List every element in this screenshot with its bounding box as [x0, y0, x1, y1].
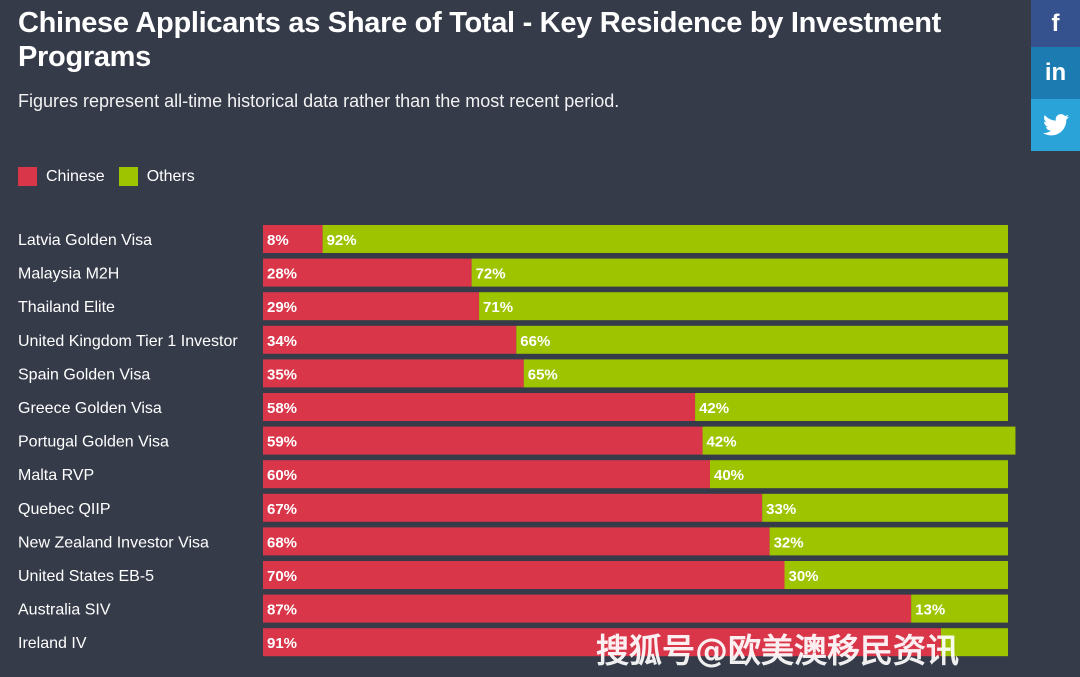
- bar-others-latvia-golden-visa: [322, 225, 1009, 253]
- linkedin-share-button[interactable]: in: [1031, 47, 1080, 99]
- legend-label-others: Others: [146, 167, 195, 185]
- data-label-chinese-latvia-golden-visa: 8%: [267, 232, 289, 249]
- bar-others-australia-siv: [911, 594, 1008, 623]
- bar-others-spain-golden-visa: [523, 359, 1008, 388]
- bar-others-malaysia-m2h: [471, 258, 1009, 287]
- category-label-malta-rvp: Malta RVP: [18, 467, 94, 484]
- bar-chinese-quebec-qiip: [263, 493, 763, 522]
- legend-item-others[interactable]: Others: [118, 167, 195, 186]
- data-label-others-portugal-golden-visa: 42%: [707, 434, 737, 451]
- data-label-chinese-malta-rvp: 60%: [267, 467, 297, 484]
- legend: Chinese Others: [18, 167, 209, 186]
- bar-chinese-australia-siv: [263, 594, 912, 623]
- legend-item-chinese[interactable]: Chinese: [18, 167, 105, 186]
- category-label-spain-golden-visa: Spain Golden Visa: [18, 366, 150, 383]
- data-label-chinese-malaysia-m2h: 28%: [267, 266, 297, 283]
- share-bar: f in: [1031, 0, 1080, 151]
- category-label-united-states-eb-5: United States EB-5: [18, 568, 154, 585]
- data-label-others-greece-golden-visa: 42%: [699, 400, 729, 417]
- bar-chinese-thailand-elite: [263, 292, 480, 321]
- data-label-others-spain-golden-visa: 65%: [528, 366, 558, 383]
- data-label-others-thailand-elite: 71%: [483, 299, 513, 316]
- data-label-others-latvia-golden-visa: 92%: [327, 232, 357, 249]
- data-label-others-malta-rvp: 40%: [714, 467, 744, 484]
- data-label-others-united-kingdom-tier-1-investor: 66%: [520, 333, 550, 350]
- legend-swatch-others: [118, 167, 138, 186]
- bar-others-quebec-qiip: [762, 493, 1008, 522]
- bar-chinese-united-kingdom-tier-1-investor: [263, 325, 517, 354]
- bar-others-greece-golden-visa: [695, 393, 1008, 421]
- category-label-quebec-qiip: Quebec QIIP: [18, 501, 111, 518]
- bar-others-malta-rvp: [710, 460, 1008, 489]
- category-label-ireland-iv: Ireland IV: [18, 635, 87, 652]
- bar-others-portugal-golden-visa: [702, 426, 1016, 455]
- watermark: 搜狐号@欧美澳移民资讯: [596, 631, 959, 670]
- chart-subtitle: Figures represent all-time historical da…: [18, 91, 620, 111]
- data-label-others-new-zealand-investor-visa: 32%: [774, 534, 804, 551]
- category-label-greece-golden-visa: Greece Golden Visa: [18, 400, 162, 417]
- data-label-chinese-thailand-elite: 29%: [267, 299, 297, 316]
- data-label-chinese-spain-golden-visa: 35%: [267, 366, 297, 383]
- data-label-chinese-united-kingdom-tier-1-investor: 34%: [267, 333, 297, 350]
- facebook-icon: f: [1051, 9, 1060, 37]
- bar-others-ireland-iv: [940, 628, 1008, 657]
- data-label-chinese-ireland-iv: 91%: [267, 635, 297, 652]
- category-label-portugal-golden-visa: Portugal Golden Visa: [18, 434, 169, 451]
- linkedin-icon: in: [1044, 59, 1067, 86]
- data-label-chinese-quebec-qiip: 67%: [267, 501, 297, 518]
- bar-others-new-zealand-investor-visa: [769, 527, 1008, 556]
- category-label-australia-siv: Australia SIV: [18, 602, 111, 619]
- legend-swatch-chinese: [18, 167, 37, 186]
- chart-title: Chinese Applicants as Share of Total - K…: [18, 7, 941, 73]
- data-label-others-malaysia-m2h: 72%: [476, 266, 506, 283]
- twitter-share-button[interactable]: [1031, 99, 1080, 151]
- bar-chinese-malta-rvp: [263, 460, 710, 489]
- bar-chinese-spain-golden-visa: [263, 359, 524, 388]
- bar-chinese-malaysia-m2h: [263, 258, 472, 287]
- data-label-chinese-greece-golden-visa: 58%: [267, 400, 297, 417]
- data-label-chinese-new-zealand-investor-visa: 68%: [267, 534, 297, 551]
- data-label-others-united-states-eb-5: 30%: [789, 568, 819, 585]
- data-label-chinese-portugal-golden-visa: 59%: [267, 434, 297, 451]
- data-label-others-australia-siv: 13%: [915, 602, 945, 619]
- legend-label-chinese: Chinese: [46, 167, 105, 185]
- bar-chinese-new-zealand-investor-visa: [263, 527, 770, 556]
- twitter-icon: [1042, 114, 1069, 136]
- bar-chinese-ireland-iv: [263, 628, 941, 657]
- bar-chinese-portugal-golden-visa: [263, 426, 703, 455]
- data-label-chinese-united-states-eb-5: 70%: [267, 568, 297, 585]
- data-label-others-quebec-qiip: 33%: [766, 501, 796, 518]
- bar-chinese-greece-golden-visa: [263, 393, 696, 421]
- data-label-chinese-australia-siv: 87%: [267, 602, 297, 619]
- category-label-thailand-elite: Thailand Elite: [18, 299, 115, 316]
- bar-others-united-states-eb-5: [784, 561, 1008, 589]
- category-label-new-zealand-investor-visa: New Zealand Investor Visa: [18, 534, 209, 551]
- facebook-share-button[interactable]: f: [1031, 0, 1080, 47]
- bar-chinese-latvia-golden-visa: [263, 225, 323, 253]
- category-label-malaysia-m2h: Malaysia M2H: [18, 266, 119, 283]
- bar-others-thailand-elite: [479, 292, 1008, 321]
- category-label-latvia-golden-visa: Latvia Golden Visa: [18, 232, 152, 249]
- category-label-united-kingdom-tier-1-investor: United Kingdom Tier 1 Investor: [18, 333, 238, 350]
- bar-others-united-kingdom-tier-1-investor: [516, 325, 1008, 354]
- bar-chinese-united-states-eb-5: [263, 561, 785, 589]
